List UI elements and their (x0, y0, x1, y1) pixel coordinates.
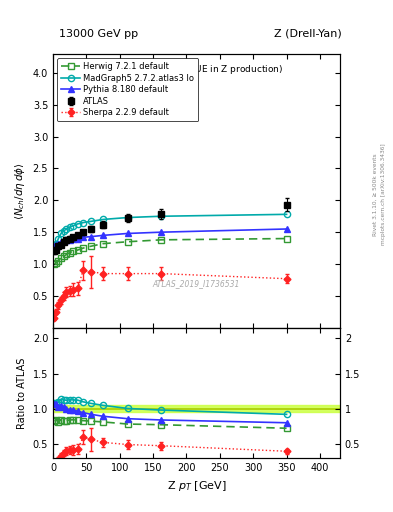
Text: 13000 GeV pp: 13000 GeV pp (59, 29, 138, 39)
MadGraph5 2.7.2.atlas3 lo (67, 224, 72, 230)
Pythia 8.180 default (75, 236, 80, 242)
MadGraph5 2.7.2.atlas3 lo (159, 213, 163, 219)
Herwig 7.2.1 default (89, 243, 94, 249)
Pythia 8.180 default (54, 242, 59, 248)
Pythia 8.180 default (52, 243, 57, 249)
Herwig 7.2.1 default (125, 239, 130, 245)
Herwig 7.2.1 default (81, 245, 85, 251)
Text: Rivet 3.1.10, ≥ 500k events: Rivet 3.1.10, ≥ 500k events (373, 153, 378, 236)
MadGraph5 2.7.2.atlas3 lo (89, 218, 94, 224)
Line: Herwig 7.2.1 default: Herwig 7.2.1 default (51, 236, 290, 267)
Herwig 7.2.1 default (284, 236, 289, 242)
Text: mcplots.cern.ch [arXiv:1306.3436]: mcplots.cern.ch [arXiv:1306.3436] (381, 144, 386, 245)
Herwig 7.2.1 default (67, 249, 72, 255)
Pythia 8.180 default (159, 229, 163, 235)
Herwig 7.2.1 default (56, 258, 61, 264)
Herwig 7.2.1 default (52, 261, 57, 267)
MadGraph5 2.7.2.atlas3 lo (54, 241, 59, 247)
Pythia 8.180 default (56, 241, 61, 247)
Bar (53, 406, 340, 412)
MadGraph5 2.7.2.atlas3 lo (71, 223, 75, 229)
Herwig 7.2.1 default (59, 254, 63, 261)
Y-axis label: $\langle N_{ch}/d\eta\,d\phi\rangle$: $\langle N_{ch}/d\eta\,d\phi\rangle$ (13, 162, 27, 220)
Pythia 8.180 default (284, 226, 289, 232)
MadGraph5 2.7.2.atlas3 lo (56, 236, 61, 242)
Pythia 8.180 default (81, 234, 85, 240)
Y-axis label: Ratio to ATLAS: Ratio to ATLAS (17, 357, 27, 429)
MadGraph5 2.7.2.atlas3 lo (61, 228, 66, 234)
Herwig 7.2.1 default (71, 248, 75, 254)
Line: Pythia 8.180 default: Pythia 8.180 default (51, 226, 290, 249)
MadGraph5 2.7.2.atlas3 lo (101, 217, 105, 223)
MadGraph5 2.7.2.atlas3 lo (81, 220, 85, 226)
Pythia 8.180 default (125, 230, 130, 237)
Pythia 8.180 default (59, 239, 63, 245)
Pythia 8.180 default (101, 232, 105, 239)
MadGraph5 2.7.2.atlas3 lo (284, 211, 289, 218)
MadGraph5 2.7.2.atlas3 lo (125, 215, 130, 221)
Text: Z (Drell-Yan): Z (Drell-Yan) (274, 29, 342, 39)
Herwig 7.2.1 default (159, 237, 163, 243)
Pythia 8.180 default (64, 237, 69, 243)
X-axis label: Z $p_T$ [GeV]: Z $p_T$ [GeV] (167, 479, 226, 493)
MadGraph5 2.7.2.atlas3 lo (64, 226, 69, 232)
Pythia 8.180 default (67, 237, 72, 243)
Herwig 7.2.1 default (64, 251, 69, 258)
MadGraph5 2.7.2.atlas3 lo (59, 230, 63, 237)
MadGraph5 2.7.2.atlas3 lo (52, 242, 57, 248)
Text: ATLAS_2019_I1736531: ATLAS_2019_I1736531 (153, 280, 240, 288)
Pythia 8.180 default (71, 236, 75, 242)
Herwig 7.2.1 default (54, 260, 59, 266)
Legend: Herwig 7.2.1 default, MadGraph5 2.7.2.atlas3 lo, Pythia 8.180 default, ATLAS, Sh: Herwig 7.2.1 default, MadGraph5 2.7.2.at… (57, 58, 198, 121)
Herwig 7.2.1 default (61, 253, 66, 260)
Herwig 7.2.1 default (75, 247, 80, 253)
Pythia 8.180 default (89, 233, 94, 240)
Text: $\langle N_{ch}\rangle$ vs $p_T^Z$ (ATLAS UE in Z production): $\langle N_{ch}\rangle$ vs $p_T^Z$ (ATLA… (109, 62, 284, 77)
Line: MadGraph5 2.7.2.atlas3 lo: MadGraph5 2.7.2.atlas3 lo (51, 211, 290, 248)
Herwig 7.2.1 default (101, 241, 105, 247)
MadGraph5 2.7.2.atlas3 lo (75, 221, 80, 227)
Pythia 8.180 default (61, 237, 66, 243)
